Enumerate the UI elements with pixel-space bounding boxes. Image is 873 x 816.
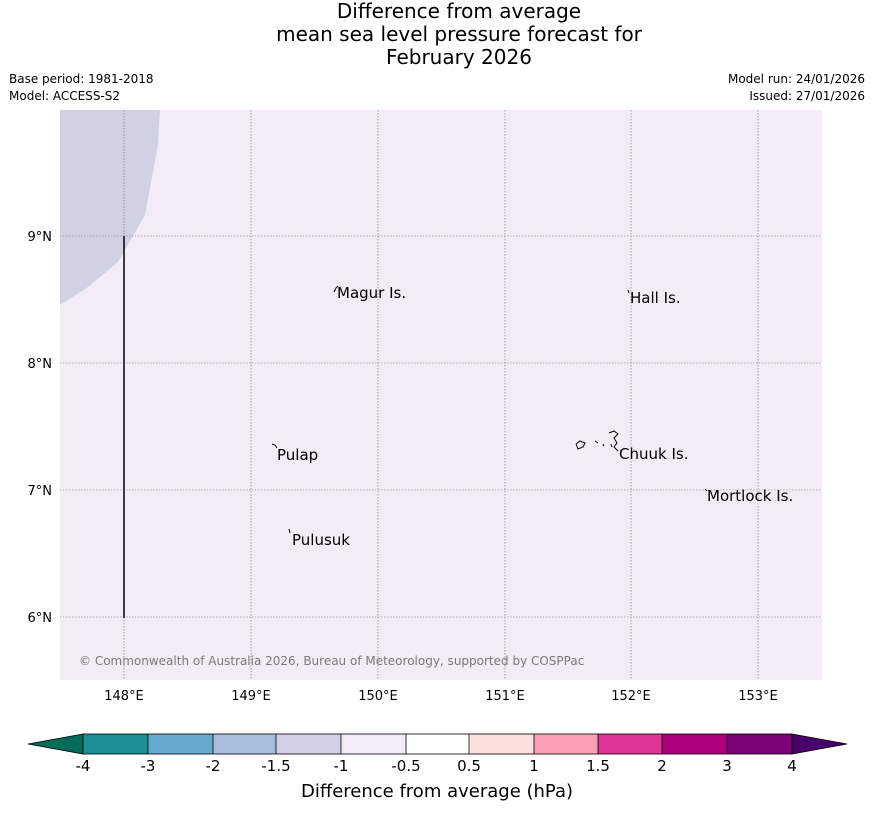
colorbar-tick: -1.5: [261, 757, 290, 775]
model-name: Model: ACCESS-S2: [9, 89, 121, 103]
island-chuuk: [575, 430, 619, 452]
colorbar-segment: [276, 734, 341, 754]
colorbar-tick: -2: [206, 757, 221, 775]
place-label: Chuuk Is.: [619, 445, 688, 463]
colorbar-segment: [148, 734, 213, 754]
island-pulusuk: [288, 528, 291, 534]
title-line-3: February 2026: [386, 45, 532, 69]
meta-right: Model run: 24/01/2026 Issued: 27/01/2026: [728, 71, 865, 105]
colorbar-segment: [662, 734, 727, 754]
colorbar-tick: -3: [141, 757, 156, 775]
place-label: Mortlock Is.: [707, 487, 793, 505]
y-tick-label: 7°N: [28, 484, 53, 499]
island-hall: [627, 289, 630, 294]
x-tick-label: 150°E: [358, 689, 398, 704]
x-tick-label: 148°E: [104, 689, 144, 704]
y-tick-label: 6°N: [28, 611, 53, 626]
colorbar-segment: [213, 734, 276, 754]
colorbar-tick: 3: [722, 757, 732, 775]
place-label: Pulusuk: [292, 531, 350, 549]
title-line-1: Difference from average: [336, 0, 582, 23]
colorbar-tick: 1: [529, 757, 539, 775]
place-label: Pulap: [277, 446, 318, 464]
y-tick-label: 8°N: [28, 357, 53, 372]
island-mortlock: [704, 488, 708, 492]
y-tick-label: 9°N: [28, 230, 53, 245]
colorbar-tick: 1.5: [586, 757, 610, 775]
island-pulap: [271, 443, 278, 449]
x-tick-labels: 148°E 149°E 150°E 151°E 152°E 153°E: [104, 689, 778, 704]
colorbar-segment: [406, 734, 469, 754]
place-labels: Magur Is. Hall Is. Pulap Chuuk Is. Mortl…: [277, 284, 793, 549]
colorbar-segment: [598, 734, 662, 754]
map-background: [60, 110, 822, 680]
x-tick-label: 153°E: [738, 689, 778, 704]
meta-left: Base period: 1981-2018 Model: ACCESS-S2: [9, 71, 154, 105]
colorbar-frame: [82, 733, 793, 755]
colorbar-tick: 4: [787, 757, 797, 775]
colorbar-segment: [727, 734, 792, 754]
colorbar-segment: [83, 734, 148, 754]
colorbar-label: Difference from average (hPa): [301, 781, 573, 802]
x-tick-label: 149°E: [231, 689, 271, 704]
colorbar-segment: [469, 734, 534, 754]
issued-date: Issued: 27/01/2026: [749, 89, 865, 103]
title-line-2: mean sea level pressure forecast for: [276, 22, 642, 46]
colorbar-dividers: [147, 734, 728, 754]
place-label: Magur Is.: [337, 284, 406, 302]
colorbar-segment: [341, 734, 406, 754]
colorbar-under-arrow: [27, 733, 84, 755]
place-label: Hall Is.: [630, 289, 681, 307]
copyright-notice: © Commonwealth of Australia 2026, Bureau…: [79, 654, 584, 668]
colorbar: -4 -3 -2 -1.5 -1 -0.5 0.5 1 1.5 2 3 4 Di…: [27, 733, 848, 802]
colorbar-tick: 2: [657, 757, 667, 775]
model-run: Model run: 24/01/2026: [727, 72, 865, 86]
x-tick-label: 151°E: [485, 689, 525, 704]
colorbar-tick: 0.5: [457, 757, 481, 775]
island-outlines: [271, 285, 708, 534]
colorbar-tick: -0.5: [391, 757, 420, 775]
x-tick-label: 152°E: [611, 689, 651, 704]
colorbar-tick: -4: [76, 757, 91, 775]
base-period: Base period: 1981-2018: [9, 72, 154, 86]
colorbar-tick: -1: [334, 757, 349, 775]
chart-title: Difference from average mean sea level p…: [0, 0, 873, 69]
island-magur: [333, 285, 339, 293]
colorbar-segment: [534, 734, 598, 754]
low-pressure-region: [60, 110, 160, 305]
colorbar-tick-labels: -4 -3 -2 -1.5 -1 -0.5 0.5 1 1.5 2 3 4: [76, 757, 797, 775]
y-tick-labels: 9°N 8°N 7°N 6°N: [28, 230, 53, 626]
colorbar-over-arrow: [791, 733, 848, 755]
